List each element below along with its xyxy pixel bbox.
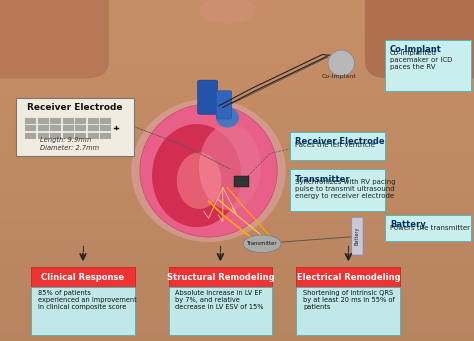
FancyBboxPatch shape	[0, 0, 109, 78]
FancyBboxPatch shape	[50, 118, 61, 124]
FancyBboxPatch shape	[37, 125, 49, 131]
Ellipse shape	[131, 99, 286, 242]
FancyBboxPatch shape	[37, 133, 49, 139]
Text: Paces the left ventricle: Paces the left ventricle	[295, 142, 375, 148]
Text: Battery: Battery	[355, 227, 360, 245]
Ellipse shape	[140, 104, 277, 237]
FancyBboxPatch shape	[290, 169, 385, 211]
FancyBboxPatch shape	[50, 125, 61, 131]
Text: Clinical Response: Clinical Response	[41, 273, 125, 282]
FancyBboxPatch shape	[198, 80, 218, 114]
FancyBboxPatch shape	[75, 133, 86, 139]
Text: Structural Remodeling: Structural Remodeling	[166, 273, 274, 282]
FancyBboxPatch shape	[88, 133, 99, 139]
FancyBboxPatch shape	[25, 125, 36, 131]
Ellipse shape	[199, 124, 261, 210]
Ellipse shape	[216, 108, 239, 128]
Text: Length: 9.9mm: Length: 9.9mm	[39, 137, 91, 143]
FancyBboxPatch shape	[16, 98, 134, 156]
Text: Absolute increase in LV EF
by 7%, and relative
decrease in LV ESV of 15%: Absolute increase in LV EF by 7%, and re…	[175, 291, 264, 310]
Text: Co-Implant: Co-Implant	[390, 45, 442, 54]
FancyBboxPatch shape	[169, 287, 272, 335]
Text: Shortening of intrinsic QRS
by at least 20 ms in 55% of
patients: Shortening of intrinsic QRS by at least …	[303, 291, 395, 310]
FancyBboxPatch shape	[296, 287, 400, 335]
FancyBboxPatch shape	[100, 133, 111, 139]
FancyBboxPatch shape	[88, 125, 99, 131]
FancyBboxPatch shape	[37, 118, 49, 124]
Text: Powers the transmitter: Powers the transmitter	[390, 225, 470, 231]
FancyBboxPatch shape	[100, 125, 111, 131]
Ellipse shape	[177, 152, 221, 209]
Ellipse shape	[243, 235, 281, 253]
FancyBboxPatch shape	[169, 267, 272, 288]
FancyBboxPatch shape	[290, 132, 385, 160]
FancyBboxPatch shape	[75, 118, 86, 124]
Ellipse shape	[152, 124, 241, 227]
FancyBboxPatch shape	[352, 217, 363, 255]
Text: Diameter: 2.7mm: Diameter: 2.7mm	[40, 145, 100, 151]
FancyBboxPatch shape	[88, 118, 99, 124]
FancyBboxPatch shape	[385, 40, 471, 91]
FancyBboxPatch shape	[31, 267, 135, 288]
FancyBboxPatch shape	[50, 133, 61, 139]
FancyBboxPatch shape	[63, 133, 74, 139]
Text: Battery: Battery	[390, 220, 426, 229]
FancyBboxPatch shape	[234, 176, 249, 187]
Text: Co-Implant: Co-Implant	[322, 74, 357, 79]
Text: Transmitter: Transmitter	[247, 241, 277, 246]
Text: Receiver Electrode: Receiver Electrode	[295, 137, 385, 146]
FancyBboxPatch shape	[63, 118, 74, 124]
Text: Synchronizes with RV pacing
pulse to transmit ultrasound
energy to receiver elec: Synchronizes with RV pacing pulse to tra…	[295, 179, 396, 199]
Text: Transmitter: Transmitter	[295, 175, 351, 183]
FancyBboxPatch shape	[296, 267, 400, 288]
Text: 85% of patients
experienced an improvement
in clinical composite score: 85% of patients experienced an improveme…	[37, 291, 137, 310]
Text: Receiver Electrode: Receiver Electrode	[27, 103, 122, 112]
FancyBboxPatch shape	[385, 215, 471, 241]
FancyBboxPatch shape	[75, 125, 86, 131]
Text: Electrical Remodeling: Electrical Remodeling	[297, 273, 400, 282]
Text: Co-Implanted
pacemaker or ICD
paces the RV: Co-Implanted pacemaker or ICD paces the …	[390, 50, 453, 70]
FancyBboxPatch shape	[31, 287, 135, 335]
Ellipse shape	[199, 0, 256, 24]
FancyBboxPatch shape	[63, 125, 74, 131]
FancyBboxPatch shape	[216, 91, 232, 119]
FancyBboxPatch shape	[365, 0, 474, 78]
FancyBboxPatch shape	[100, 118, 111, 124]
FancyBboxPatch shape	[25, 133, 36, 139]
FancyBboxPatch shape	[25, 118, 36, 124]
Ellipse shape	[328, 50, 355, 76]
